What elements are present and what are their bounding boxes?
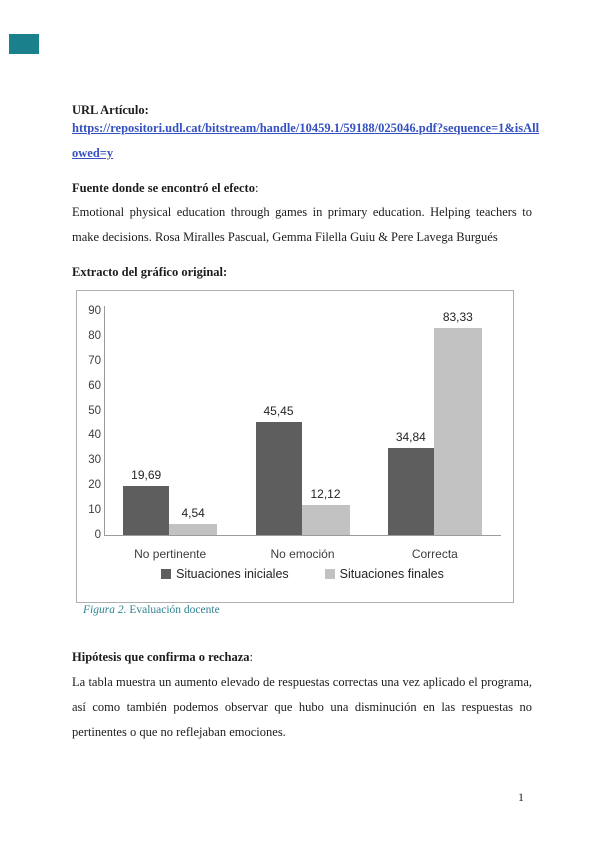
article-url-line1: https://repositori.udl.cat/bitstream/han… xyxy=(72,121,540,135)
bar-finales-2 xyxy=(433,328,482,535)
y-axis-tick-label: 20 xyxy=(88,479,101,492)
hypothesis-heading: Hipótesis que confirma o rechaza: xyxy=(72,645,253,670)
bar-value-label: 83,33 xyxy=(442,310,473,324)
category-label: No emoción xyxy=(270,547,335,561)
legend-label-iniciales: Situaciones iniciales xyxy=(176,567,289,581)
legend-item-iniciales: Situaciones iniciales xyxy=(161,567,289,581)
source-paragraph: Emotional physical education through gam… xyxy=(72,205,532,244)
bar-value-label: 45,45 xyxy=(263,404,294,418)
bar-iniciales-1 xyxy=(255,422,302,535)
source-heading-colon: : xyxy=(254,181,259,195)
article-url-link[interactable]: https://repositori.udl.cat/bitstream/han… xyxy=(72,116,542,166)
hypothesis-paragraph: La tabla muestra un aumento elevado de r… xyxy=(72,675,532,739)
bar-finales-1 xyxy=(301,505,350,535)
figure-caption-text: Evaluación docente xyxy=(126,604,220,616)
y-axis-tick-label: 70 xyxy=(88,354,101,367)
figure-caption-number: Figura 2. xyxy=(83,604,127,616)
bar-value-label: 34,84 xyxy=(395,430,426,444)
teal-annotation-box xyxy=(9,34,39,54)
bar-value-label: 4,54 xyxy=(181,506,205,520)
bar-iniciales-0 xyxy=(123,486,170,535)
y-axis-line xyxy=(104,306,105,535)
evaluacion-docente-chart: Situaciones iniciales Situaciones finale… xyxy=(76,290,514,603)
figure-caption: Figura 2. Evaluación docente xyxy=(83,603,220,618)
legend-swatch-finales xyxy=(324,569,335,579)
hypothesis-heading-label: Hipótesis que confirma o rechaza xyxy=(72,650,250,664)
y-axis-tick-label: 40 xyxy=(88,429,101,442)
legend-swatch-iniciales xyxy=(161,569,172,579)
source-heading-label: Fuente donde se encontró el efecto xyxy=(72,181,255,195)
category-label: No pertinente xyxy=(134,547,207,561)
y-axis-tick-label: 10 xyxy=(88,504,101,517)
y-axis-tick-label: 0 xyxy=(94,529,101,541)
article-url-line2: owed=y xyxy=(72,146,114,160)
legend-item-finales: Situaciones finales xyxy=(324,567,444,581)
source-heading: Fuente donde se encontró el efecto: xyxy=(72,176,258,201)
x-axis-line xyxy=(104,535,501,536)
url-article-label: URL Artículo: xyxy=(72,103,149,117)
chart-extract-heading: Extracto del gráfico original: xyxy=(72,265,228,279)
hypothesis-heading-colon: : xyxy=(249,650,254,664)
chart-legend: Situaciones iniciales Situaciones finale… xyxy=(104,567,501,581)
bar-finales-0 xyxy=(169,524,218,535)
bar-value-label: 12,12 xyxy=(310,487,341,501)
y-axis-tick-label: 90 xyxy=(88,305,101,317)
bar-iniciales-2 xyxy=(387,448,434,535)
page-number: 1 xyxy=(518,790,524,804)
category-label: Correcta xyxy=(411,547,458,561)
y-axis-tick-label: 50 xyxy=(88,404,101,417)
bar-value-label: 19,69 xyxy=(131,468,162,482)
legend-label-finales: Situaciones finales xyxy=(339,567,444,581)
y-axis-tick-label: 30 xyxy=(88,454,101,467)
y-axis-tick-label: 80 xyxy=(88,329,101,342)
y-axis-tick-label: 60 xyxy=(88,379,101,392)
